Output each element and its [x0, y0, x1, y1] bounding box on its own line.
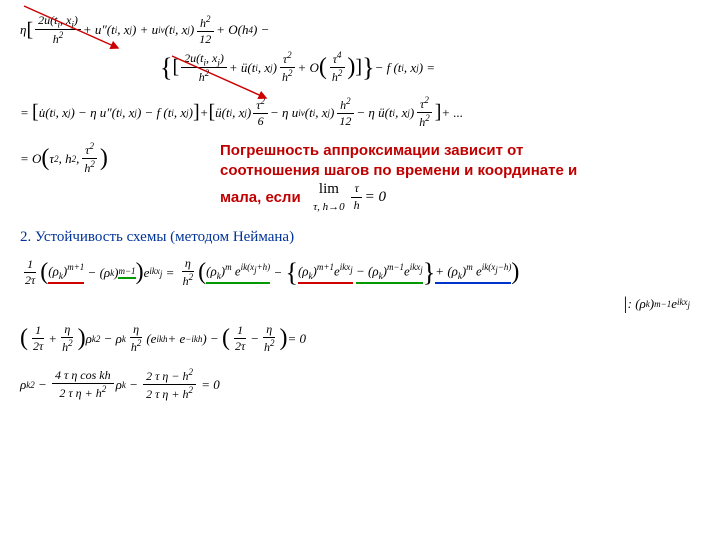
equation-4: = O ( τ2, h2, τ2h2 )	[20, 141, 108, 176]
equation-2: { [ 2u(ti, xj) h2 + ü(ti, xj) τ2 h2 + O(…	[160, 50, 700, 85]
commentary-text: Погрешность аппроксимации зависит от соо…	[220, 141, 700, 214]
equation-1: η [ 2u(ti, xj) h2 + u″(ti, xj) + uiv(ti,…	[20, 13, 700, 47]
section-title: 2. Устойчивость схемы (методом Неймана)	[20, 229, 700, 246]
equation-5b: | : (ρk)m−1eikxj	[20, 293, 690, 314]
equation-3: = [ u̇(ti, xj) − η u″(ti, xj) − f (ti, x…	[20, 95, 700, 130]
equation-6: ( 12τ + ηh2 ) ρk2 − ρk ηh2 (eikh+ e−ikh)…	[20, 322, 700, 355]
equation-7: ρk2 − 4 τ η cos kh 2 τ η + h2 ρk − 2 τ η…	[20, 367, 700, 402]
equation-5: 12τ ( (ρk)m+1 − (ρk)m−1 ) eikxj = ηh2 ( …	[20, 256, 700, 289]
